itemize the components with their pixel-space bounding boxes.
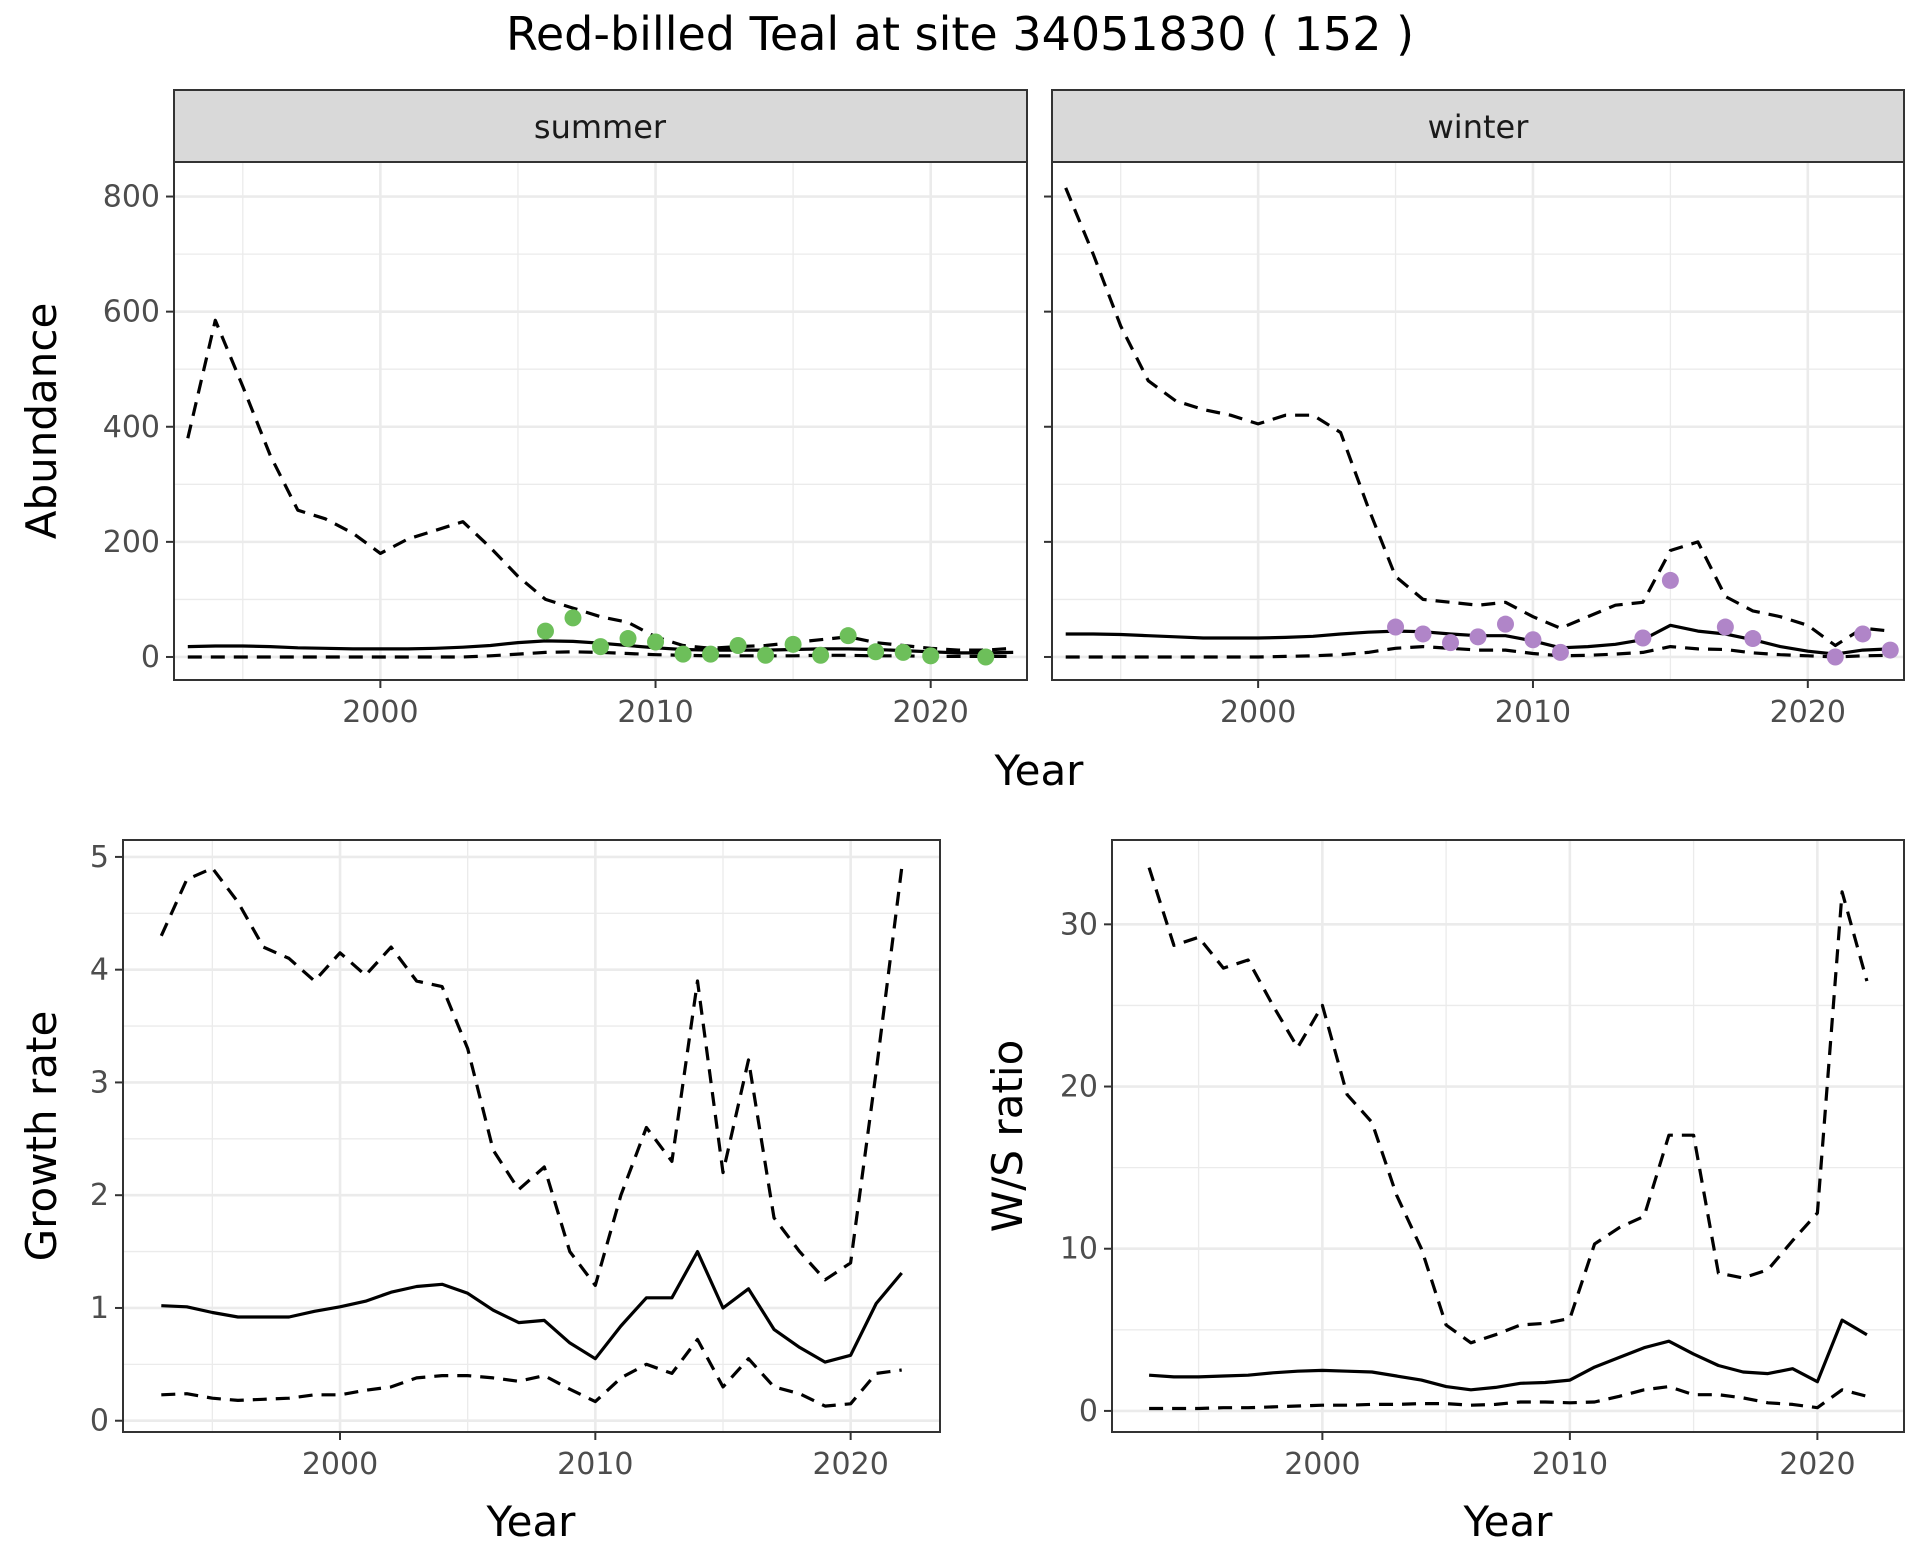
x-tick-label: 2010 [557, 1447, 633, 1482]
y-axis-title-ws-ratio: W/S ratio [983, 1040, 1032, 1233]
observation-point [812, 646, 830, 664]
observation-point [1716, 618, 1734, 636]
observation-point [1496, 615, 1514, 633]
observation-point [702, 645, 720, 663]
ci-line-0 [1064, 187, 1891, 648]
observation-point [1524, 631, 1542, 649]
strip-summer [173, 89, 1028, 163]
observation-point [894, 643, 912, 661]
x-tick-label: 2020 [1779, 1447, 1855, 1482]
y-tick-label: 2 [90, 1178, 109, 1213]
panel-summer-abundance: summer 2000 2010 2020 0 200 400 600 800 [103, 89, 1028, 730]
observation-point [1387, 618, 1405, 636]
y-tick-label: 800 [103, 180, 160, 215]
observation-point [1826, 648, 1844, 666]
observation-point [1442, 634, 1460, 652]
x-tick-label: 2010 [1495, 695, 1571, 730]
y-tick-label: 4 [90, 953, 109, 988]
observation-point [647, 633, 665, 651]
ci-line-0 [159, 866, 904, 1288]
x-tick-label: 2000 [302, 1447, 378, 1482]
strip-label-winter: winter [1428, 108, 1530, 146]
ci-line-0 [186, 318, 1014, 652]
ci-line-0 [1147, 867, 1869, 1345]
x-tick-label: 2000 [1284, 1447, 1360, 1482]
y-tick-label: 5 [90, 840, 109, 875]
x-tick-label: 2020 [812, 1447, 888, 1482]
observation-point [564, 609, 582, 627]
ci-line-2 [1149, 1384, 1868, 1411]
figure-title: Red-billed Teal at site 34051830 ( 152 ) [506, 7, 1414, 61]
y-tick-label: 400 [103, 410, 160, 445]
y-tick-label: 30 [1060, 907, 1098, 942]
x-tick-label: 2000 [342, 695, 418, 730]
panel-border [122, 839, 941, 1433]
y-tick-label: 10 [1060, 1232, 1098, 1267]
observation-point [1469, 628, 1487, 646]
x-axis-title-growth-rate: Year [486, 1497, 577, 1546]
x-tick-label: 2020 [893, 695, 969, 730]
observation-point [1551, 643, 1569, 661]
observation-point [867, 643, 885, 661]
observation-point [1661, 571, 1679, 589]
y-tick-label: 20 [1060, 1070, 1098, 1105]
observation-point [619, 630, 637, 648]
panel-border [1111, 839, 1905, 1433]
observation-point [977, 648, 995, 666]
panel-ws-ratio: 2000 2010 2020 0 10 20 30 [1060, 839, 1905, 1482]
y-tick-label: 0 [141, 640, 160, 675]
median-line-1 [1148, 1318, 1868, 1392]
plot-background [123, 840, 940, 1432]
panel-winter-abundance: winter 2000 2010 2020 [1044, 89, 1905, 730]
y-tick-label: 0 [1079, 1394, 1098, 1429]
observation-point [1854, 625, 1872, 643]
observation-point [592, 638, 609, 656]
observation-point [1744, 630, 1762, 648]
x-tick-label: 2010 [1532, 1447, 1608, 1482]
y-tick-label: 0 [90, 1404, 109, 1439]
median-line-1 [161, 1249, 903, 1364]
x-tick-label: 2010 [617, 695, 693, 730]
panel-growth-rate: 2000 2010 2020 0 1 2 3 4 5 [90, 839, 941, 1482]
observation-point [922, 647, 940, 665]
y-tick-label: 200 [103, 525, 160, 560]
y-tick-label: 600 [103, 295, 160, 330]
x-tick-label: 2000 [1220, 695, 1296, 730]
panel-border [173, 161, 1028, 681]
strip-winter [1051, 89, 1905, 163]
panel-border [1051, 161, 1905, 681]
observation-point [784, 635, 802, 653]
observation-point [729, 636, 747, 654]
ci-line-2 [161, 1337, 902, 1408]
x-tick-label: 2020 [1770, 695, 1846, 730]
observation-point [839, 627, 857, 645]
observation-point [1881, 641, 1899, 659]
plot-background [174, 162, 1027, 680]
observation-point [1634, 629, 1652, 647]
x-axis-title-ws-ratio: Year [1463, 1497, 1554, 1546]
y-tick-label: 3 [90, 1065, 109, 1100]
y-tick-label: 1 [90, 1291, 109, 1326]
strip-label-summer: summer [534, 108, 667, 146]
y-axis-title-abundance: Abundance [17, 303, 66, 540]
plot-background [1052, 162, 1904, 680]
plot-background [1112, 840, 1904, 1432]
x-axis-title-abundance: Year [994, 746, 1085, 795]
observation-point [674, 645, 692, 663]
observation-point [1414, 625, 1432, 643]
observation-point [536, 622, 554, 640]
y-axis-title-growth-rate: Growth rate [17, 1011, 66, 1262]
observation-point [757, 646, 775, 664]
